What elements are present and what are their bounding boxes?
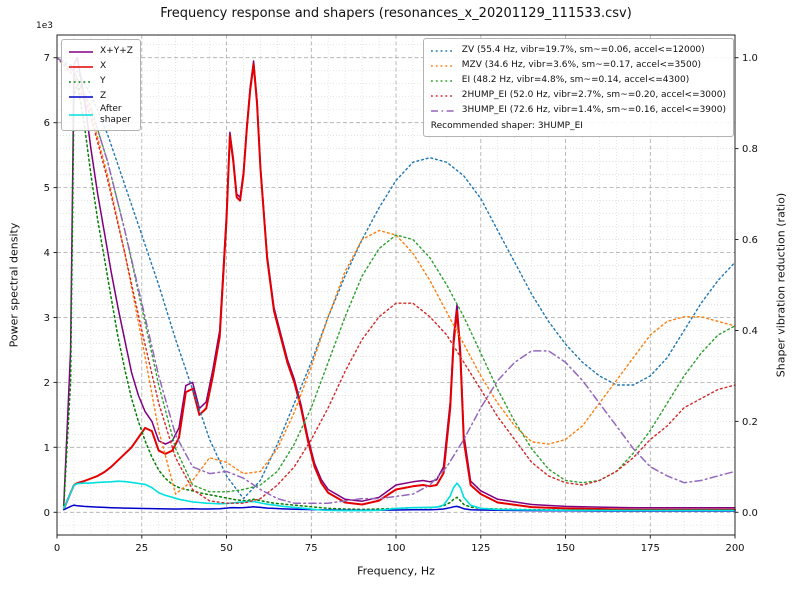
x-tick-label: 75 [305, 543, 318, 554]
legend-psd: X+Y+Z X Y Z After shaper [61, 39, 141, 131]
y-right-axis-label: Shaper vibration reduction (ratio) [774, 192, 788, 378]
legend-line-sample [69, 80, 93, 83]
legend-item-label: X [100, 61, 107, 72]
legend-item-z: Z [68, 89, 133, 104]
y-left-axis-label: Power spectral density [7, 222, 21, 348]
legend-line-sample [430, 79, 455, 82]
legend-item-label: ZV (55.4 Hz, vibr=19.7%, sm~=0.06, accel… [461, 45, 705, 56]
legend-item-label: Z [100, 91, 107, 102]
legend-item-3hump-ei: 3HUMP_EI (72.6 Hz, vibr=1.4%, sm~=0.16, … [430, 103, 726, 118]
y-right-tick-label: 0.4 [742, 326, 758, 337]
legend-line-sample [69, 95, 93, 98]
series-zv [56, 57, 736, 500]
x-tick-label: 50 [220, 543, 233, 554]
y-left-tick-label: 5 [44, 183, 50, 194]
legend-line-sample [430, 94, 455, 97]
legend-item-mzv: MZV (34.6 Hz, vibr=3.6%, sm~=0.17, accel… [430, 58, 726, 73]
x-tick-label: 0 [54, 543, 60, 554]
y-left-tick-label: 6 [44, 118, 50, 129]
x-tick-label: 25 [135, 543, 148, 554]
y-left-tick-label: 7 [44, 53, 50, 64]
legend-item-label: After shaper [100, 104, 131, 125]
y-left-tick-label: 1 [44, 443, 50, 454]
legend-item-zv: ZV (55.4 Hz, vibr=19.7%, sm~=0.06, accel… [430, 43, 726, 58]
legend-shapers: ZV (55.4 Hz, vibr=19.7%, sm~=0.06, accel… [422, 38, 734, 137]
series-z [63, 504, 736, 512]
y-left-tick-label: 2 [44, 378, 50, 389]
x-tick-label: 150 [556, 543, 575, 554]
recommended-shaper-note: Recommended shaper: 3HUMP_EI [430, 121, 583, 131]
legend-item-y: Y [68, 74, 133, 89]
series-mzv [56, 57, 736, 495]
legend-line-sample [69, 50, 93, 53]
x-tick-label: 200 [725, 543, 744, 554]
series-3hump-ei [56, 56, 736, 504]
legend-item-label: X+Y+Z [100, 46, 133, 57]
legend-line-sample [69, 65, 93, 68]
series-after-shaper [62, 480, 736, 512]
legend-line-sample [69, 113, 93, 116]
legend-item-x-y-z: X+Y+Z [68, 44, 133, 59]
series-2hump-ei [56, 57, 736, 504]
legend-item-label: EI (48.2 Hz, vibr=4.8%, sm~=0.14, accel<… [461, 75, 690, 86]
x-axis-label: Frequency, Hz [357, 564, 435, 578]
legend-item-after-shaper: After shaper [68, 104, 133, 126]
y-right-tick-label: 1.0 [742, 53, 758, 64]
y-axis-offset-label: 1e3 [36, 21, 53, 31]
legend-item-label: Y [100, 76, 106, 87]
chart-title: Frequency response and shapers (resonanc… [160, 6, 632, 21]
y-right-tick-label: 0.8 [742, 144, 758, 155]
legend-line-sample [430, 49, 455, 52]
legend-item-label: 2HUMP_EI (52.0 Hz, vibr=2.7%, sm~=0.20, … [461, 90, 726, 101]
legend-item-ei: EI (48.2 Hz, vibr=4.8%, sm~=0.14, accel<… [430, 73, 726, 88]
legend-item-x: X [68, 59, 133, 74]
legend-item-label: MZV (34.6 Hz, vibr=3.6%, sm~=0.17, accel… [461, 60, 701, 71]
series-y [63, 82, 736, 511]
legend-item-2hump-ei: 2HUMP_EI (52.0 Hz, vibr=2.7%, sm~=0.20, … [430, 88, 726, 103]
legend-line-sample [430, 64, 455, 67]
y-right-tick-label: 0.0 [742, 508, 758, 519]
x-tick-label: 175 [641, 543, 660, 554]
y-left-tick-label: 3 [44, 313, 50, 324]
y-right-tick-label: 0.2 [742, 417, 758, 428]
series-ei [56, 57, 736, 493]
x-tick-label: 100 [386, 543, 405, 554]
legend-item-label: 3HUMP_EI (72.6 Hz, vibr=1.4%, sm~=0.16, … [461, 105, 726, 116]
y-left-tick-label: 0 [44, 508, 50, 519]
legend-line-sample [430, 109, 455, 112]
y-right-tick-label: 0.6 [742, 235, 758, 246]
y-left-tick-label: 4 [44, 248, 50, 259]
x-tick-label: 125 [471, 543, 490, 554]
